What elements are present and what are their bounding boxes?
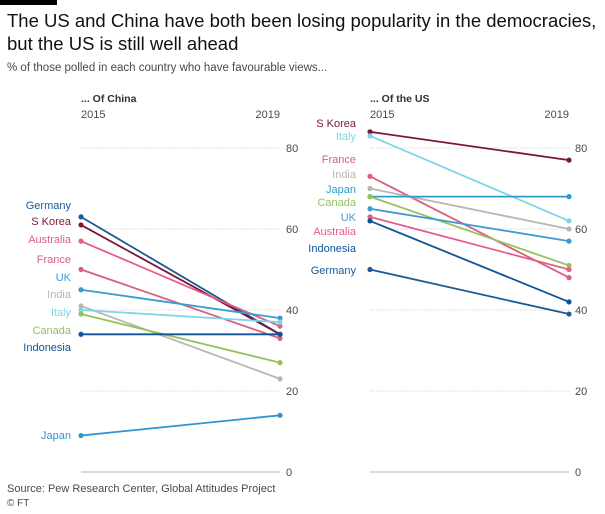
series-label: Canada [317, 197, 356, 209]
data-point [78, 307, 84, 313]
series-line-uk [369, 207, 570, 243]
series-label: UK [56, 272, 72, 284]
chart-title: The US and China have both been losing p… [7, 10, 597, 54]
data-point [277, 323, 283, 329]
data-point [78, 238, 84, 244]
series-line-japan [80, 414, 281, 437]
y-tick-label: 20 [286, 386, 298, 398]
series-line-italy [80, 309, 281, 324]
series-label: Italy [336, 131, 357, 143]
data-point [277, 376, 283, 382]
data-point [78, 311, 84, 317]
data-point [367, 185, 373, 192]
data-point [367, 206, 373, 212]
y-tick-label: 80 [286, 143, 298, 155]
panel-title: ... Of the US [370, 93, 430, 105]
data-point [367, 214, 373, 220]
data-point [566, 218, 572, 224]
series-label: Japan [41, 430, 71, 442]
data-point [566, 194, 572, 200]
data-point [277, 315, 283, 321]
data-point [78, 222, 84, 228]
y-tick-label: 0 [286, 467, 292, 479]
series-label: India [332, 169, 357, 181]
series-line-s-korea [369, 130, 570, 162]
series-line-germany [80, 216, 281, 336]
data-point [566, 275, 572, 281]
data-point [566, 226, 572, 232]
data-point [78, 266, 84, 273]
series-label: Australia [28, 234, 72, 246]
data-point [277, 412, 283, 418]
data-point [277, 360, 283, 366]
series-line-australia [80, 240, 281, 328]
data-point [566, 311, 572, 317]
series-line-s-korea [80, 224, 281, 336]
series-label: Indonesia [23, 342, 72, 354]
series-label: Canada [32, 325, 71, 337]
y-tick-label: 20 [575, 386, 587, 398]
data-point [367, 129, 373, 135]
series-line-canada [80, 313, 281, 364]
series-label: Italy [51, 307, 72, 319]
x-tick-label: 2015 [81, 109, 105, 121]
data-point [566, 262, 572, 269]
data-point [566, 238, 572, 244]
x-tick-label: 2019 [256, 109, 280, 121]
series-line-uk [80, 288, 281, 319]
data-point [566, 266, 572, 273]
data-point [367, 194, 373, 200]
series-label: S Korea [31, 216, 72, 228]
data-point [277, 319, 283, 325]
series-line-canada [369, 195, 570, 267]
series-label: Germany [26, 200, 72, 212]
series-line-indonesia [369, 220, 570, 303]
data-point [78, 303, 84, 309]
chart-subtitle: % of those polled in each country who ha… [7, 62, 328, 74]
y-tick-label: 60 [575, 224, 587, 236]
series-label: France [37, 254, 71, 266]
y-tick-label: 40 [575, 305, 587, 317]
series-label: Germany [311, 265, 357, 277]
ft-top-bar [0, 0, 57, 5]
series-line-germany [369, 268, 570, 315]
data-point [78, 214, 84, 220]
data-point [367, 173, 373, 179]
y-tick-label: 60 [286, 224, 298, 236]
x-tick-label: 2019 [545, 109, 569, 121]
series-label: Japan [326, 184, 356, 196]
data-point [367, 218, 373, 224]
copyright-note: © FT [7, 498, 30, 509]
data-point [277, 331, 283, 337]
series-line-italy [369, 135, 570, 222]
source-note: Source: Pew Research Center, Global Atti… [7, 483, 276, 495]
series-label: India [47, 289, 72, 301]
panel-title: ... Of China [81, 93, 137, 105]
y-tick-label: 0 [575, 467, 581, 479]
y-tick-label: 40 [286, 305, 298, 317]
data-point [566, 299, 572, 305]
series-line-australia [369, 215, 570, 271]
y-tick-label: 80 [575, 143, 587, 155]
series-line-india [369, 187, 570, 230]
data-point [78, 287, 84, 293]
series-line-india [80, 305, 281, 380]
data-point [78, 432, 84, 439]
x-tick-label: 2015 [370, 109, 394, 121]
data-point [78, 331, 84, 337]
series-label: Indonesia [308, 243, 357, 255]
series-label: Australia [313, 226, 357, 238]
series-label: S Korea [316, 118, 357, 130]
data-point [367, 133, 373, 139]
data-point [367, 266, 373, 273]
data-point [566, 157, 572, 163]
data-point [277, 335, 283, 341]
series-label: UK [341, 212, 357, 224]
series-label: France [322, 154, 356, 166]
